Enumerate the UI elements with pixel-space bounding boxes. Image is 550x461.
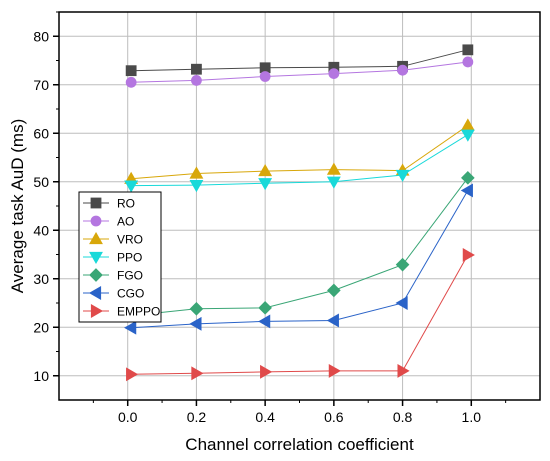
legend-label-emppo: EMPPO xyxy=(117,305,160,319)
y-tick-label: 70 xyxy=(33,77,49,93)
y-axis-title: Average task AuD (ms) xyxy=(8,119,27,293)
series-ppo xyxy=(124,129,475,193)
data-point-cgo xyxy=(189,316,202,331)
data-point-vro xyxy=(326,162,341,175)
data-point-ppo xyxy=(460,129,475,142)
series-ro xyxy=(125,44,474,77)
legend-marker-vro xyxy=(89,231,103,245)
data-point-ppo xyxy=(326,176,341,189)
data-point-ao xyxy=(125,76,137,88)
grid xyxy=(59,12,540,400)
data-point-vro xyxy=(460,118,475,131)
data-point-ao xyxy=(328,68,340,79)
data-point-ao xyxy=(259,71,271,82)
legend-marker-cgo xyxy=(88,286,102,300)
legend-marker-ro xyxy=(90,197,102,209)
data-point-cgo xyxy=(395,296,408,310)
legend-label-cgo: CGO xyxy=(117,287,144,301)
data-point-ppo xyxy=(189,180,204,193)
data-point-cgo xyxy=(124,320,137,335)
data-point-emppo xyxy=(397,363,410,378)
data-point-vro xyxy=(258,164,273,177)
data-point-vro xyxy=(189,166,204,179)
series-line-vro xyxy=(131,125,469,180)
data-point-emppo xyxy=(260,364,273,379)
data-point-emppo xyxy=(462,248,475,262)
data-point-ppo xyxy=(395,169,410,183)
x-tick-label: 0.4 xyxy=(255,409,275,425)
data-point-fgo xyxy=(258,301,272,315)
y-tick-label: 60 xyxy=(33,125,49,141)
series-fgo xyxy=(124,171,475,323)
y-tick-label: 40 xyxy=(33,222,49,238)
data-point-fgo xyxy=(461,171,475,185)
x-tick-label: 0.0 xyxy=(118,409,138,425)
legend-label-ao: AO xyxy=(117,215,134,229)
legend-label-fgo: FGO xyxy=(117,269,143,283)
data-point-fgo xyxy=(189,302,204,316)
y-tick-label: 20 xyxy=(33,319,49,335)
x-tick-label: 0.6 xyxy=(324,409,344,425)
x-tick-label: 1.0 xyxy=(462,409,482,425)
data-point-ppo xyxy=(124,180,139,193)
legend-marker-ao xyxy=(90,215,102,227)
legend-marker-emppo xyxy=(90,304,104,318)
y-tick-label: 30 xyxy=(33,271,49,287)
legend-marker-ppo xyxy=(89,251,103,265)
series-line-ro xyxy=(131,49,468,72)
data-point-ro xyxy=(191,63,202,75)
series-line-emppo xyxy=(131,254,469,375)
axes: 0.0 0.2 0.4 0.6 0.8 1.0 10 20 30 40 50 60 70 80 xyxy=(33,11,507,425)
series-line-cgo xyxy=(131,190,469,329)
legend-marker-fgo xyxy=(89,268,103,282)
data-point-cgo xyxy=(460,183,473,198)
series-cgo xyxy=(124,183,473,335)
data-point-ro xyxy=(125,65,137,77)
series-ao xyxy=(125,56,474,88)
data-point-cgo xyxy=(258,314,271,329)
data-point-emppo xyxy=(191,366,204,381)
y-tick-label: 80 xyxy=(33,28,49,44)
series-line-ao xyxy=(131,61,468,83)
data-point-cgo xyxy=(326,313,339,328)
series-emppo xyxy=(126,248,475,382)
data-point-ro xyxy=(462,44,474,56)
data-point-ao xyxy=(397,64,408,76)
data-point-fgo xyxy=(395,257,410,272)
legend-label-vro: VRO xyxy=(117,233,143,247)
y-tick-label: 10 xyxy=(33,368,49,384)
series-line-fgo xyxy=(131,177,469,317)
data-point-fgo xyxy=(327,283,341,298)
data-point-emppo xyxy=(328,363,341,378)
y-tick-label: 50 xyxy=(33,174,49,190)
legend-label-ppo: PPO xyxy=(117,251,142,265)
series-line-ppo xyxy=(131,134,469,187)
data-point-ao xyxy=(191,74,202,86)
x-tick-label: 0.2 xyxy=(187,409,207,425)
series-layer xyxy=(124,44,475,382)
legend-label-ro: RO xyxy=(117,197,135,211)
x-tick-label: 0.8 xyxy=(393,409,413,425)
data-point-ppo xyxy=(258,178,273,191)
series-vro xyxy=(124,118,475,184)
x-axis-title: Channel correlation coefficient xyxy=(185,435,414,454)
data-point-ao xyxy=(462,56,474,68)
data-point-emppo xyxy=(126,367,139,382)
legend: RO AO VRO PPO FGO CGO EMPPO xyxy=(78,191,162,323)
